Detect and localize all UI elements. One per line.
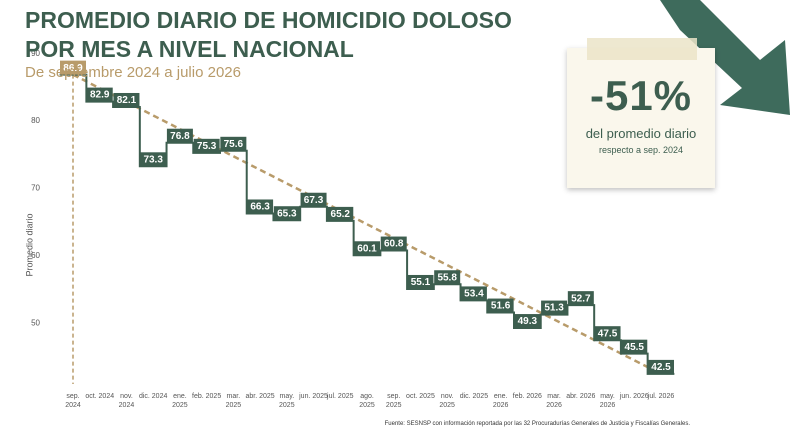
value-box [460,286,487,301]
y-tick-label: 90 [31,49,40,58]
x-tick-label: dic. 2024 [138,393,168,400]
tape [587,38,697,60]
value-label: 67.3 [304,195,324,206]
value-label: 55.8 [437,272,457,283]
value-box [113,92,140,107]
value-label: 60.8 [384,239,404,250]
x-tick-label: abr. 2025 [245,393,275,400]
x-tick-label: nov. 2025 [439,393,455,409]
value-label: 49.3 [518,316,538,327]
value-label: 82.1 [117,95,137,106]
value-label: 47.5 [598,328,618,339]
x-tick-label: abr. 2026 [566,393,596,400]
value-label: 66.3 [250,202,270,213]
value-label: 42.5 [651,362,671,373]
chart-subtitle: De septiembre 2024 a julio 2026 [25,64,241,81]
value-box [648,359,674,374]
value-box [247,199,274,214]
value-label: 45.5 [625,342,645,353]
value-box [407,274,434,289]
value-box [60,60,86,75]
x-tick-label: ago. 2025 [359,393,375,409]
value-label: 76.8 [170,131,190,142]
x-tick-label: nov. 2024 [118,393,135,409]
value-box [220,136,247,151]
x-tick-label: sep. 2025 [385,393,402,409]
value-box [86,87,113,102]
value-label: 52.7 [571,293,591,304]
badge: -51% del promedio diario respecto a sep.… [567,38,715,188]
value-box [327,206,354,221]
value-label: 53.4 [464,289,484,300]
value-box [514,314,541,329]
value-box [594,326,621,341]
x-tick-label: mar. 2025 [225,393,242,409]
x-tick-label: jun. 2026 [619,393,649,400]
y-tick-label: 70 [31,184,40,193]
x-tick-label: feb. 2026 [512,393,542,400]
y-axis-label: Promedio diario [24,213,34,276]
x-tick-label: may. 2026 [599,393,616,409]
value-box [434,270,461,285]
value-label: 60.1 [357,243,377,254]
value-box [487,298,514,313]
value-box [380,236,407,251]
value-label: 82.9 [90,90,110,101]
value-label: 75.6 [224,139,244,150]
badge-line: del promedio diario [585,126,697,141]
value-label: 86.9 [63,63,83,74]
value-box [273,206,300,221]
x-tick-label: jul. 2026 [647,393,675,400]
value-box [354,241,380,256]
x-tick-label: jun. 2025 [299,393,328,400]
value-label: 65.3 [277,208,297,219]
x-tick-label: ene. 2025 [172,393,188,409]
x-tick-label: sep. 2024 [65,393,81,409]
y-tick-label: 60 [31,251,40,260]
value-box [140,152,167,167]
value-label: 65.2 [331,209,351,220]
x-tick-label: mar. 2026 [546,393,562,409]
x-tick-label: may. 2025 [279,393,295,409]
value-box [300,192,327,207]
value-box [567,291,594,306]
value-label: 73.3 [143,154,163,165]
value-box [621,339,648,354]
badge-value: -51% [589,72,693,119]
x-tick-label: oct. 2025 [406,393,435,400]
value-label: 75.3 [197,141,217,152]
badge-line: respecto a sep. 2024 [598,145,684,155]
value-box [541,300,568,315]
value-box [193,138,220,153]
chart-title: PROMEDIO DIARIO DE HOMICIDIO DOLOSO POR … [25,7,512,62]
y-tick-label: 80 [31,116,40,125]
y-tick-label: 50 [31,318,40,327]
x-tick-label: oct. 2024 [85,393,115,400]
arrow-decoration [660,0,790,115]
value-box [166,128,193,143]
x-tick-label: ene. 2026 [492,393,509,409]
value-label: 51.3 [544,303,564,314]
value-label: 55.1 [411,277,431,288]
x-tick-label: jul. 2025 [327,393,354,400]
value-label: 51.6 [491,301,511,312]
x-tick-label: feb. 2025 [192,393,222,400]
source: Fuente: SESNSP con información reportada… [384,421,690,427]
x-tick-label: dic. 2025 [459,393,489,400]
